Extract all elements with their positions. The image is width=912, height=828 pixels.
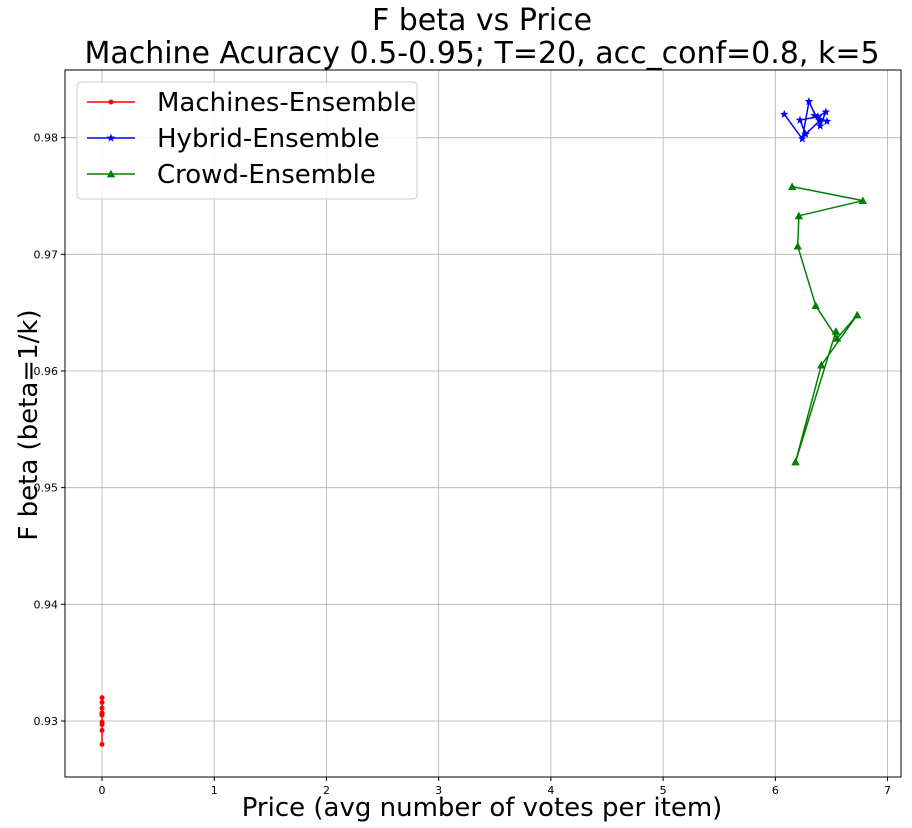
data-point	[99, 710, 105, 716]
legend-marker	[106, 133, 116, 142]
data-point	[813, 112, 823, 121]
data-point	[821, 107, 831, 116]
x-axis-label: Price (avg number of votes per item)	[242, 793, 723, 823]
grid	[65, 70, 901, 777]
series-line	[792, 185, 864, 463]
legend-item: Crowd-Ensemble	[87, 160, 376, 190]
data-point	[99, 727, 105, 733]
y-tick-label: 0.96	[34, 365, 59, 378]
data-point	[853, 310, 862, 319]
y-tick-label: 0.97	[34, 248, 59, 261]
x-tick-label: 1	[211, 784, 218, 797]
data-point	[797, 134, 807, 143]
legend-marker	[108, 99, 114, 105]
chart-subtitle: Machine Acuracy 0.5-0.95; T=20, acc_conf…	[84, 36, 879, 71]
axis-ticks: 0 1 2 3 4 5 6 7 0.93 0.94 0.95 0.96 0.97 0.98	[34, 132, 892, 797]
x-tick-label: 0	[99, 784, 106, 797]
x-tick-label: 7	[884, 784, 891, 797]
data-point	[99, 705, 105, 711]
y-axis-label: F beta (beta=1/k)	[14, 309, 44, 540]
legend-label: Hybrid-Ensemble	[157, 124, 380, 154]
data-point	[815, 121, 825, 130]
data-point	[794, 211, 804, 220]
data-point	[780, 109, 789, 118]
series-crowd-ensemble	[787, 182, 868, 466]
data-point	[832, 334, 842, 342]
y-tick-label: 0.94	[34, 598, 59, 611]
legend-item: Machines-Ensemble	[87, 88, 416, 118]
x-tick-label: 2	[323, 784, 330, 797]
data-point	[810, 111, 819, 120]
x-tick-label: 3	[435, 784, 442, 797]
data-point	[99, 741, 105, 747]
data-point	[822, 116, 832, 125]
legend: Machines-Ensemble Hybrid-Ensemble Crowd-En…	[76, 81, 418, 200]
chart-title: F beta vs Price	[372, 3, 592, 38]
data-point	[99, 699, 105, 705]
data-point	[815, 115, 825, 124]
data-point	[801, 129, 810, 138]
data-point	[791, 457, 800, 466]
legend-label: Crowd-Ensemble	[157, 160, 376, 190]
data-point	[817, 360, 826, 369]
x-tick-label: 4	[547, 784, 554, 797]
legend-label: Machines-Ensemble	[157, 88, 416, 118]
data-point	[795, 115, 805, 124]
y-tick-label: 0.93	[34, 715, 59, 728]
y-tick-label: 0.98	[34, 132, 59, 145]
y-tick-label: 0.95	[34, 482, 59, 495]
data-point	[793, 241, 802, 250]
legend-marker	[106, 169, 116, 178]
plot-series	[99, 97, 868, 747]
series-machines-ensemble	[99, 695, 105, 747]
data-point	[804, 97, 814, 106]
legend-box	[76, 81, 418, 200]
data-point	[787, 182, 797, 191]
series-hybrid-ensemble	[780, 97, 832, 143]
data-point	[858, 196, 868, 205]
legend-item: Hybrid-Ensemble	[87, 124, 380, 154]
data-point	[831, 327, 841, 335]
data-point	[811, 301, 820, 310]
x-tick-label: 6	[772, 784, 779, 797]
data-point	[99, 695, 105, 701]
data-point	[99, 719, 105, 725]
plot-frame	[64, 69, 902, 778]
x-tick-label: 5	[660, 784, 667, 797]
